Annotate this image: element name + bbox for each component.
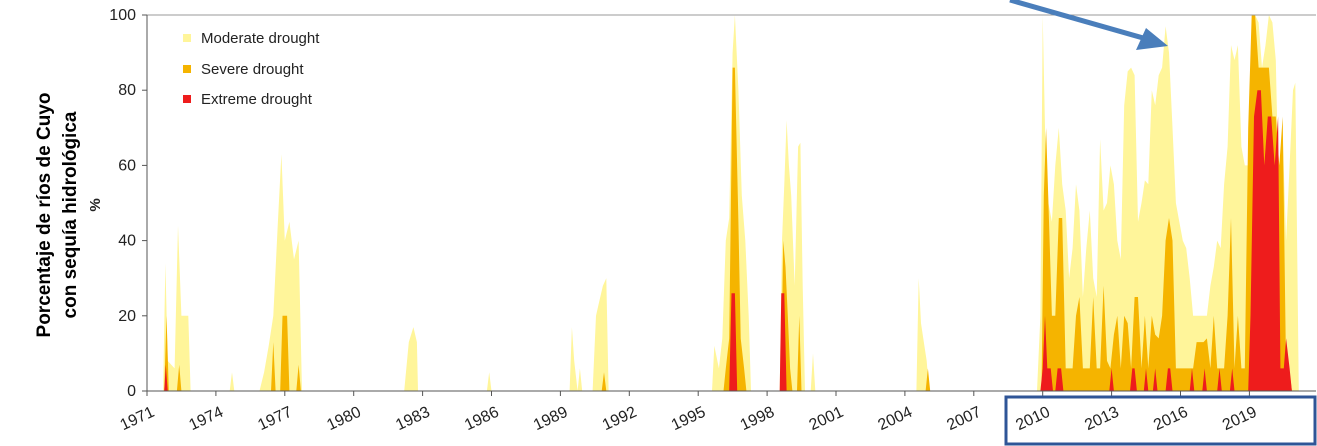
y-axis-title: Porcentaje de ríos de Cuyo con sequía hi…: [34, 93, 81, 338]
annotation-box: [1004, 395, 1317, 446]
y-ticks-group: 0 20 40 60 80 100: [109, 7, 147, 400]
legend-label-severe: Severe drought: [201, 61, 304, 78]
y-tick-label: 80: [118, 82, 136, 99]
y-axis-unit: %: [87, 198, 104, 211]
legend-swatch-extreme: [183, 95, 191, 103]
y-tick-label: 20: [118, 308, 136, 325]
y-axis-title-line-1: Porcentaje de ríos de Cuyo: [34, 93, 55, 338]
legend: Moderate drought Severe drought Extreme …: [183, 30, 320, 108]
axes-group: [146, 14, 1316, 392]
annotation-arrow-line: [1009, 0, 1151, 43]
y-tick-label: 40: [118, 233, 136, 250]
y-tick-label: 100: [109, 7, 136, 24]
annotation-arrow-head: [1136, 28, 1168, 50]
y-tick-label: 0: [127, 383, 136, 400]
legend-swatch-moderate: [183, 34, 191, 42]
legend-label-moderate: Moderate drought: [201, 30, 320, 47]
annotation-arrow: [1009, 0, 1168, 50]
y-axis-title-line-2: con sequía hidrológica: [60, 111, 81, 318]
legend-swatch-severe: [183, 65, 191, 73]
y-tick-label: 60: [118, 157, 136, 174]
plot-area-group: [163, 15, 1299, 391]
legend-label-extreme: Extreme drought: [201, 91, 313, 108]
